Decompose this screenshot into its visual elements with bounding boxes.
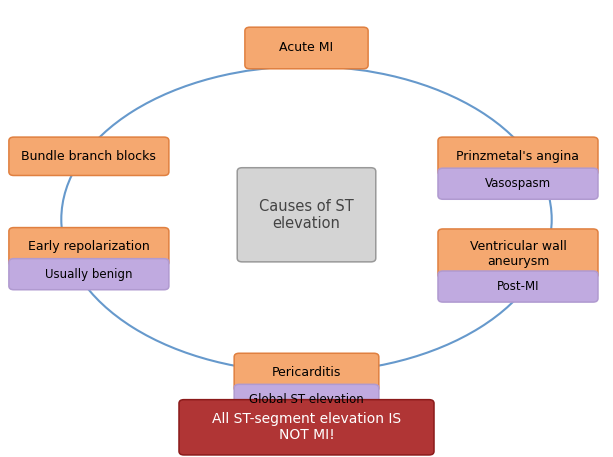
- FancyBboxPatch shape: [234, 353, 379, 392]
- Text: Prinzmetal's angina: Prinzmetal's angina: [457, 150, 579, 163]
- Text: Post-MI: Post-MI: [497, 280, 539, 293]
- Text: Acute MI: Acute MI: [280, 42, 333, 54]
- Text: Bundle branch blocks: Bundle branch blocks: [21, 150, 156, 163]
- FancyBboxPatch shape: [9, 228, 169, 266]
- FancyBboxPatch shape: [9, 137, 169, 175]
- FancyBboxPatch shape: [438, 168, 598, 199]
- Text: Usually benign: Usually benign: [45, 268, 132, 281]
- Text: Global ST elevation: Global ST elevation: [249, 393, 364, 406]
- FancyBboxPatch shape: [237, 168, 376, 262]
- FancyBboxPatch shape: [438, 271, 598, 302]
- Text: Vasospasm: Vasospasm: [485, 177, 551, 190]
- FancyBboxPatch shape: [9, 259, 169, 290]
- FancyBboxPatch shape: [438, 137, 598, 175]
- Text: Early repolarization: Early repolarization: [28, 240, 150, 253]
- FancyBboxPatch shape: [234, 384, 379, 415]
- Text: All ST-segment elevation IS
NOT MI!: All ST-segment elevation IS NOT MI!: [212, 412, 401, 442]
- FancyBboxPatch shape: [438, 229, 598, 278]
- Text: Pericarditis: Pericarditis: [272, 366, 341, 379]
- FancyBboxPatch shape: [179, 399, 434, 455]
- FancyBboxPatch shape: [245, 27, 368, 69]
- Text: Causes of ST
elevation: Causes of ST elevation: [259, 199, 354, 231]
- Text: Ventricular wall
aneurysm: Ventricular wall aneurysm: [470, 239, 566, 268]
